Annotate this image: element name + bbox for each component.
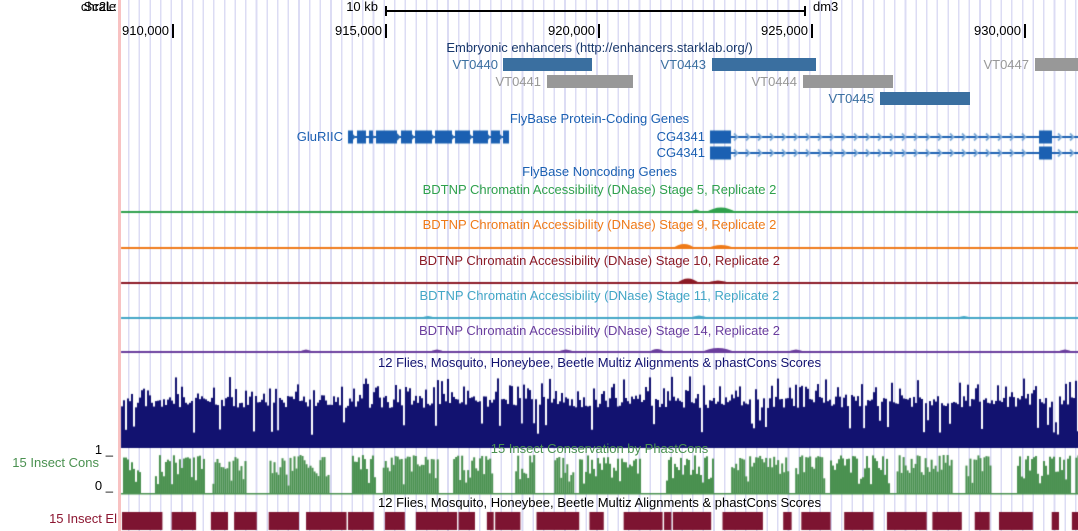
track-title-multiz-top[interactable]: 12 Flies, Mosquito, Honeybee, Beetle Mul… <box>378 355 821 370</box>
track-title-bdtnp-stage9[interactable]: BDTNP Chromatin Accessibility (DNase) St… <box>422 217 777 232</box>
track-title-bdtnp-stage14[interactable]: BDTNP Chromatin Accessibility (DNase) St… <box>418 323 781 338</box>
phastcons-left-label[interactable]: 15 Insect Cons <box>12 455 99 470</box>
enhancer-label-VT0445: VT0445 <box>828 91 874 106</box>
ruler-tick-label: 925,000 <box>761 23 808 38</box>
track-title-bdtnp-stage10[interactable]: BDTNP Chromatin Accessibility (DNase) St… <box>418 253 781 268</box>
track-title-multiz-bottom[interactable]: 12 Flies, Mosquito, Honeybee, Beetle Mul… <box>378 495 821 510</box>
scale-label: Scale <box>83 0 116 14</box>
ruler-tick-label: 910,000 <box>122 23 169 38</box>
enhancer-bar-VT0440[interactable] <box>503 58 592 71</box>
track-title-phastcons[interactable]: 15 Insect Conservation by PhastCons <box>490 441 709 456</box>
ruler-tick-mark <box>811 24 813 38</box>
ruler-tick-label: 920,000 <box>548 23 595 38</box>
gene-label-CG4341[interactable]: CG4341 <box>656 129 705 144</box>
ruler-tick-mark <box>172 24 174 38</box>
phastcons-axis-min: 0 _ <box>94 478 113 493</box>
scale-bar-line <box>385 10 805 12</box>
ruler-tick-mark <box>1024 24 1026 38</box>
phastcons-axis-max: 1 _ <box>94 442 113 457</box>
insect-elements-left-label[interactable]: 15 Insect El <box>49 511 117 526</box>
enhancer-label-VT0447: VT0447 <box>983 57 1029 72</box>
enhancer-label-VT0440: VT0440 <box>452 57 498 72</box>
track-title-bdtnp-stage11[interactable]: BDTNP Chromatin Accessibility (DNase) St… <box>419 288 780 303</box>
enhancer-bar-VT0447[interactable] <box>1035 58 1078 71</box>
track-title-bdtnp-stage5[interactable]: BDTNP Chromatin Accessibility (DNase) St… <box>422 182 777 197</box>
enhancer-bar-VT0444[interactable] <box>803 75 893 88</box>
enhancer-label-VT0444: VT0444 <box>751 74 797 89</box>
ruler-tick-label: 930,000 <box>974 23 1021 38</box>
track-title-embryonic-enhancers[interactable]: Embryonic enhancers (http://enhancers.st… <box>446 40 753 55</box>
enhancer-label-VT0441: VT0441 <box>495 74 541 89</box>
gene-label-CG4341[interactable]: CG4341 <box>656 145 705 160</box>
enhancer-bar-VT0441[interactable] <box>547 75 633 88</box>
assembly-label: dm3 <box>813 0 839 14</box>
enhancer-bar-VT0443[interactable] <box>712 58 816 71</box>
enhancer-bar-VT0445[interactable] <box>880 92 970 105</box>
track-title-flybase-coding-genes[interactable]: FlyBase Protein-Coding Genes <box>509 111 690 126</box>
ruler-tick-mark <box>385 24 387 38</box>
scale-bar-end-tick <box>385 6 387 16</box>
ruler-tick-mark <box>598 24 600 38</box>
chromosome-label: chr2L: <box>80 0 117 14</box>
enhancer-label-VT0443: VT0443 <box>660 57 706 72</box>
scale-bar-label: 10 kb <box>346 0 378 14</box>
ruler-tick-label: 915,000 <box>335 23 382 38</box>
scale-bar-end-tick <box>804 6 806 16</box>
gene-label-GluRIIC[interactable]: GluRIIC <box>296 129 343 144</box>
track-title-flybase-noncoding-genes[interactable]: FlyBase Noncoding Genes <box>522 164 677 179</box>
